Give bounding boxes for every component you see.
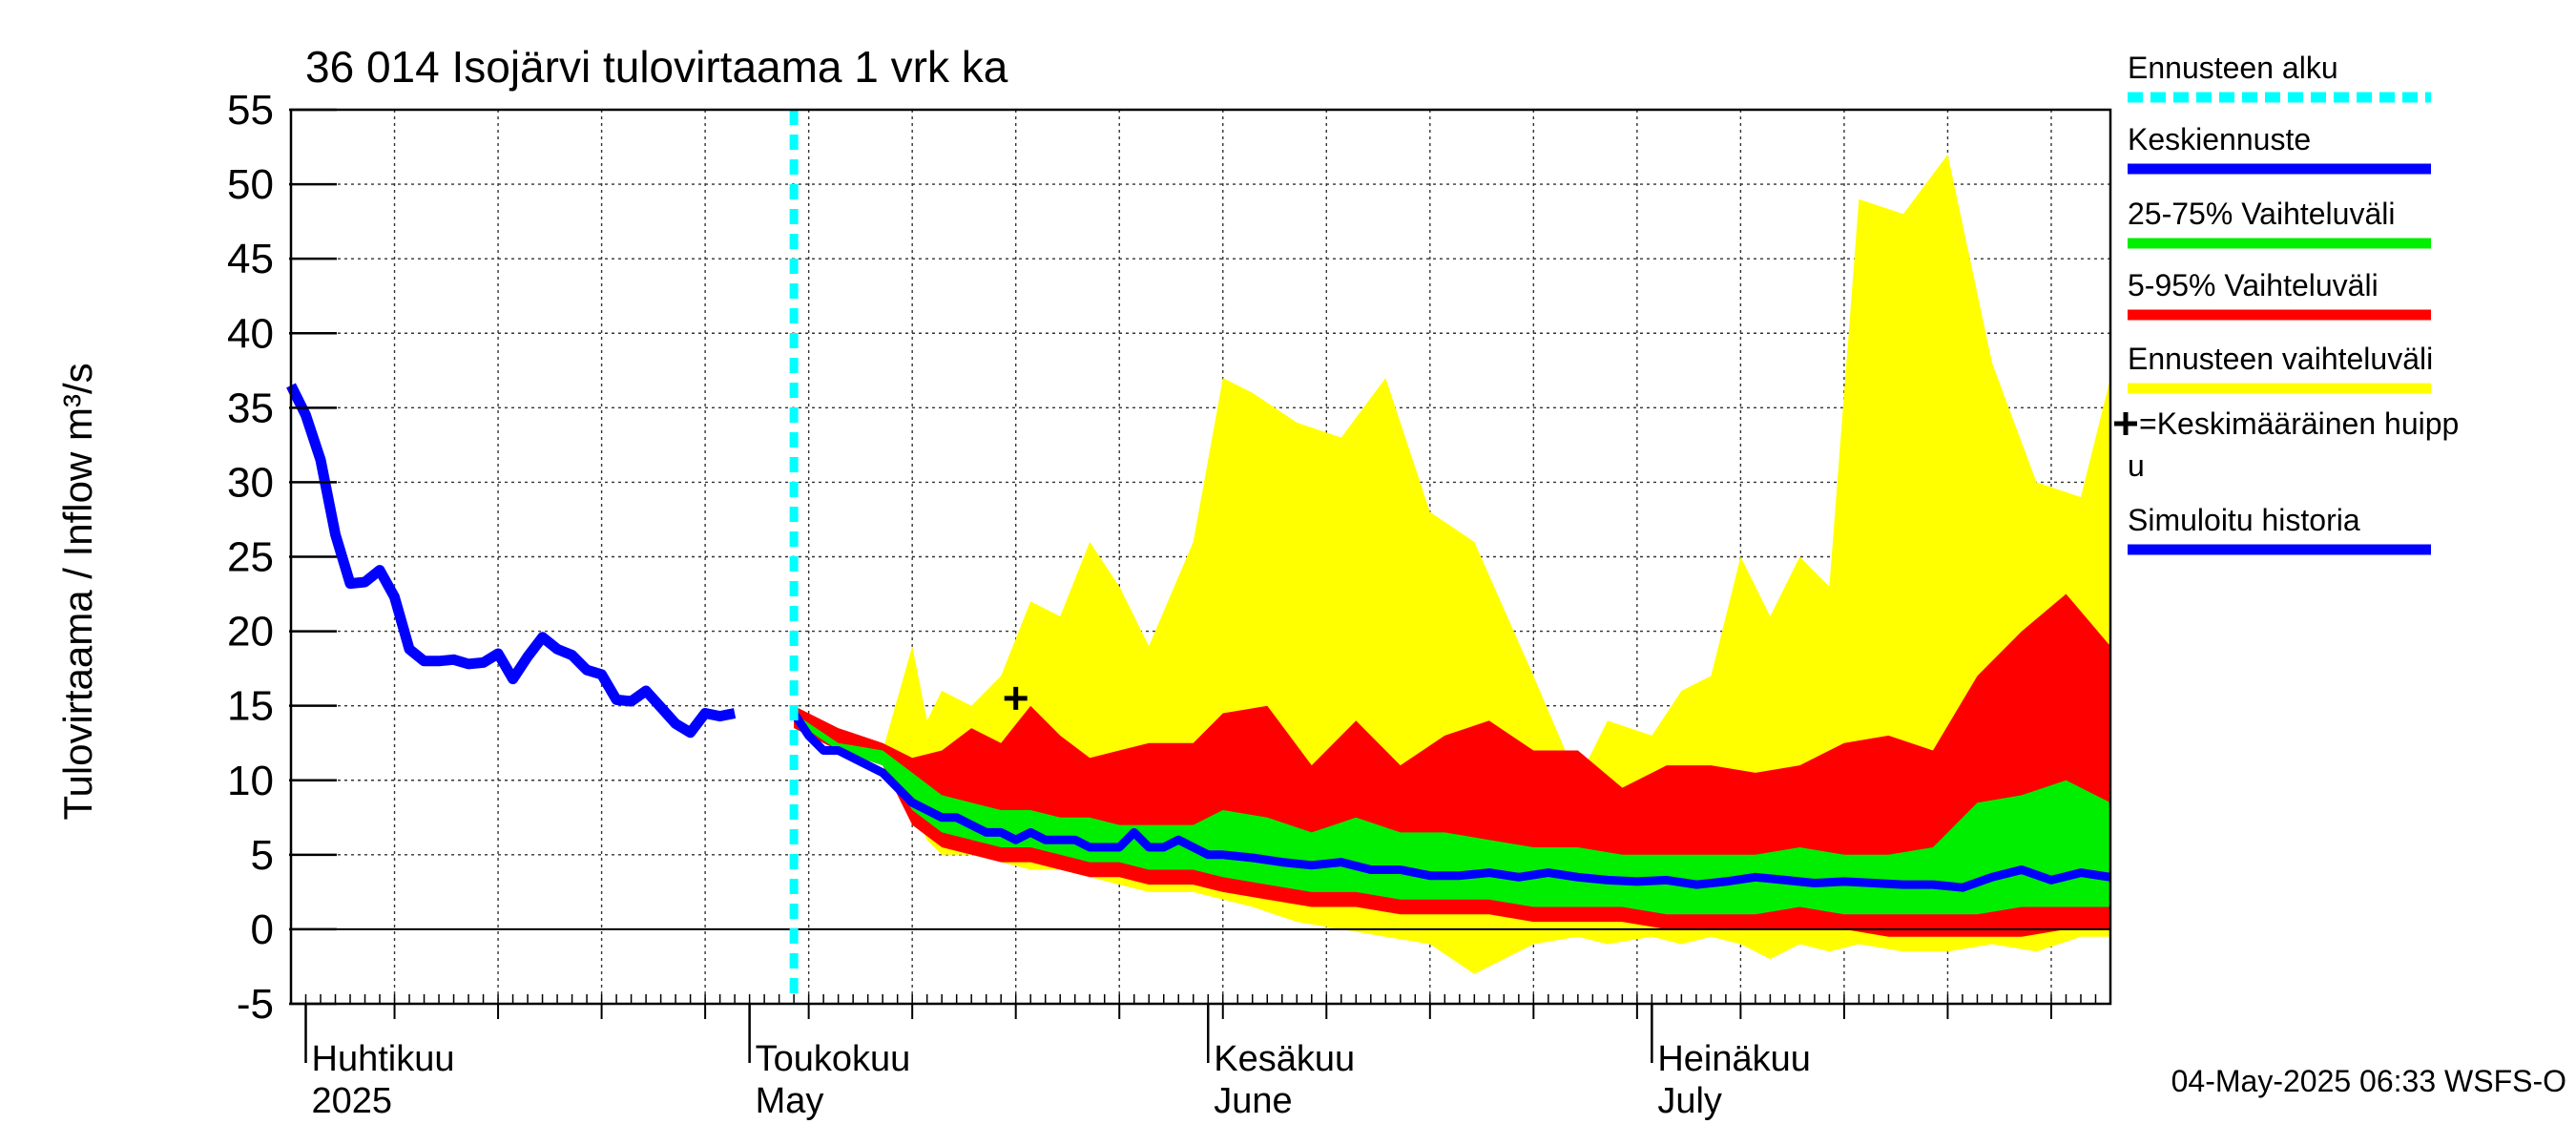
y-tick-label: 10 (227, 758, 274, 804)
y-tick-label: 15 (227, 683, 274, 730)
y-tick-label: 20 (227, 609, 274, 656)
y-tick-label: 40 (227, 310, 274, 357)
timestamp: 04-May-2025 06:33 WSFS-O (2171, 1064, 2566, 1098)
y-tick-label: 55 (227, 87, 274, 134)
legend-peak-marker (2114, 412, 2137, 435)
legend-label: 25-75% Vaihteluväli (2128, 197, 2395, 231)
month-label-en: May (756, 1081, 824, 1121)
y-tick-label: 25 (227, 534, 274, 581)
legend-label: Ennusteen alku (2128, 51, 2338, 85)
month-label-en: July (1657, 1081, 1722, 1121)
legend-peak-label-cont: u (2128, 448, 2145, 483)
chart-title: 36 014 Isojärvi tulovirtaama 1 vrk ka (305, 42, 1008, 92)
legend: Ennusteen alku Keskiennuste 25-75% Vaihtel… (2114, 51, 2459, 555)
plot-area (286, 108, 2112, 1006)
month-label-en: 2025 (312, 1081, 393, 1121)
y-axis: -5 0 5 10 15 20 25 30 35 40 45 50 55 (227, 87, 337, 1028)
y-tick-label: 0 (251, 906, 274, 953)
legend-label: Simuloitu historia (2128, 503, 2360, 537)
legend-peak-label: =Keskimääräinen huipp (2139, 406, 2459, 441)
y-tick-label: -5 (237, 981, 274, 1028)
legend-label: 5-95% Vaihteluväli (2128, 268, 2379, 302)
band-25-75-vaihteluv-li (794, 713, 2110, 915)
y-tick-label: 30 (227, 459, 274, 506)
month-label-fi: Heinäkuu (1657, 1039, 1811, 1079)
y-tick-label: 35 (227, 385, 274, 431)
month-label-fi: Kesäkuu (1214, 1039, 1355, 1079)
month-label-en: June (1214, 1081, 1292, 1121)
mean-peak-marker (1004, 686, 1028, 710)
legend-label: Ennusteen vaihteluväli (2128, 342, 2433, 376)
y-tick-label: 5 (251, 832, 274, 879)
y-tick-label: 45 (227, 236, 274, 282)
month-label-fi: Huhtikuu (312, 1039, 455, 1079)
legend-label: Keskiennuste (2128, 122, 2311, 156)
y-axis-label: Tulovirtaama / Inflow m³/s (55, 363, 100, 820)
month-label-fi: Toukokuu (756, 1039, 911, 1079)
history-line (286, 383, 737, 739)
mean-forecast-line (790, 711, 2111, 892)
y-tick-label: 50 (227, 161, 274, 208)
